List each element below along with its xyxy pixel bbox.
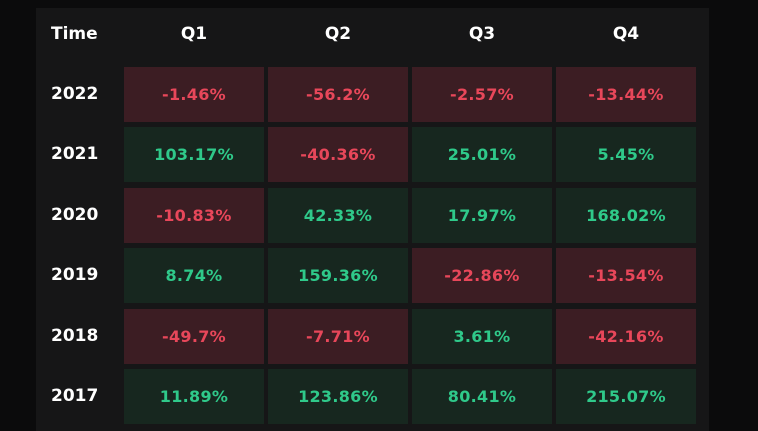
return-cell-2018-q2: -7.71%: [268, 309, 408, 364]
header-q3: Q3: [468, 24, 496, 44]
return-cell-2022-q2: -56.2%: [268, 67, 408, 122]
header-q1: Q1: [180, 24, 208, 44]
year-label-2019: 2019: [51, 265, 99, 285]
return-cell-2017-q2: 123.86%: [268, 369, 408, 424]
return-cell-2022-q3: -2.57%: [412, 67, 552, 122]
return-cell-2019-q3: -22.86%: [412, 248, 552, 303]
return-cell-2021-q4: 5.45%: [556, 127, 696, 182]
return-cell-2018-q1: -49.7%: [124, 309, 264, 364]
return-cell-2021-q3: 25.01%: [412, 127, 552, 182]
return-cell-2020-q4: 168.02%: [556, 188, 696, 243]
year-label-2020: 2020: [51, 205, 99, 225]
return-cell-2019-q4: -13.54%: [556, 248, 696, 303]
year-label-2021: 2021: [51, 144, 99, 164]
return-cell-2017-q1: 11.89%: [124, 369, 264, 424]
return-cell-2022-q1: -1.46%: [124, 67, 264, 122]
return-cell-2022-q4: -13.44%: [556, 67, 696, 122]
year-label-2017: 2017: [51, 386, 99, 406]
year-label-2022: 2022: [51, 84, 99, 104]
header-time: Time: [51, 24, 98, 44]
header-q4: Q4: [612, 24, 640, 44]
return-cell-2017-q3: 80.41%: [412, 369, 552, 424]
year-label-2018: 2018: [51, 326, 99, 346]
return-cell-2018-q3: 3.61%: [412, 309, 552, 364]
return-cell-2019-q1: 8.74%: [124, 248, 264, 303]
return-cell-2020-q1: -10.83%: [124, 188, 264, 243]
return-cell-2020-q2: 42.33%: [268, 188, 408, 243]
return-cell-2021-q1: 103.17%: [124, 127, 264, 182]
return-cell-2019-q2: 159.36%: [268, 248, 408, 303]
header-q2: Q2: [324, 24, 352, 44]
return-cell-2017-q4: 215.07%: [556, 369, 696, 424]
return-cell-2020-q3: 17.97%: [412, 188, 552, 243]
return-cell-2021-q2: -40.36%: [268, 127, 408, 182]
return-cell-2018-q4: -42.16%: [556, 309, 696, 364]
